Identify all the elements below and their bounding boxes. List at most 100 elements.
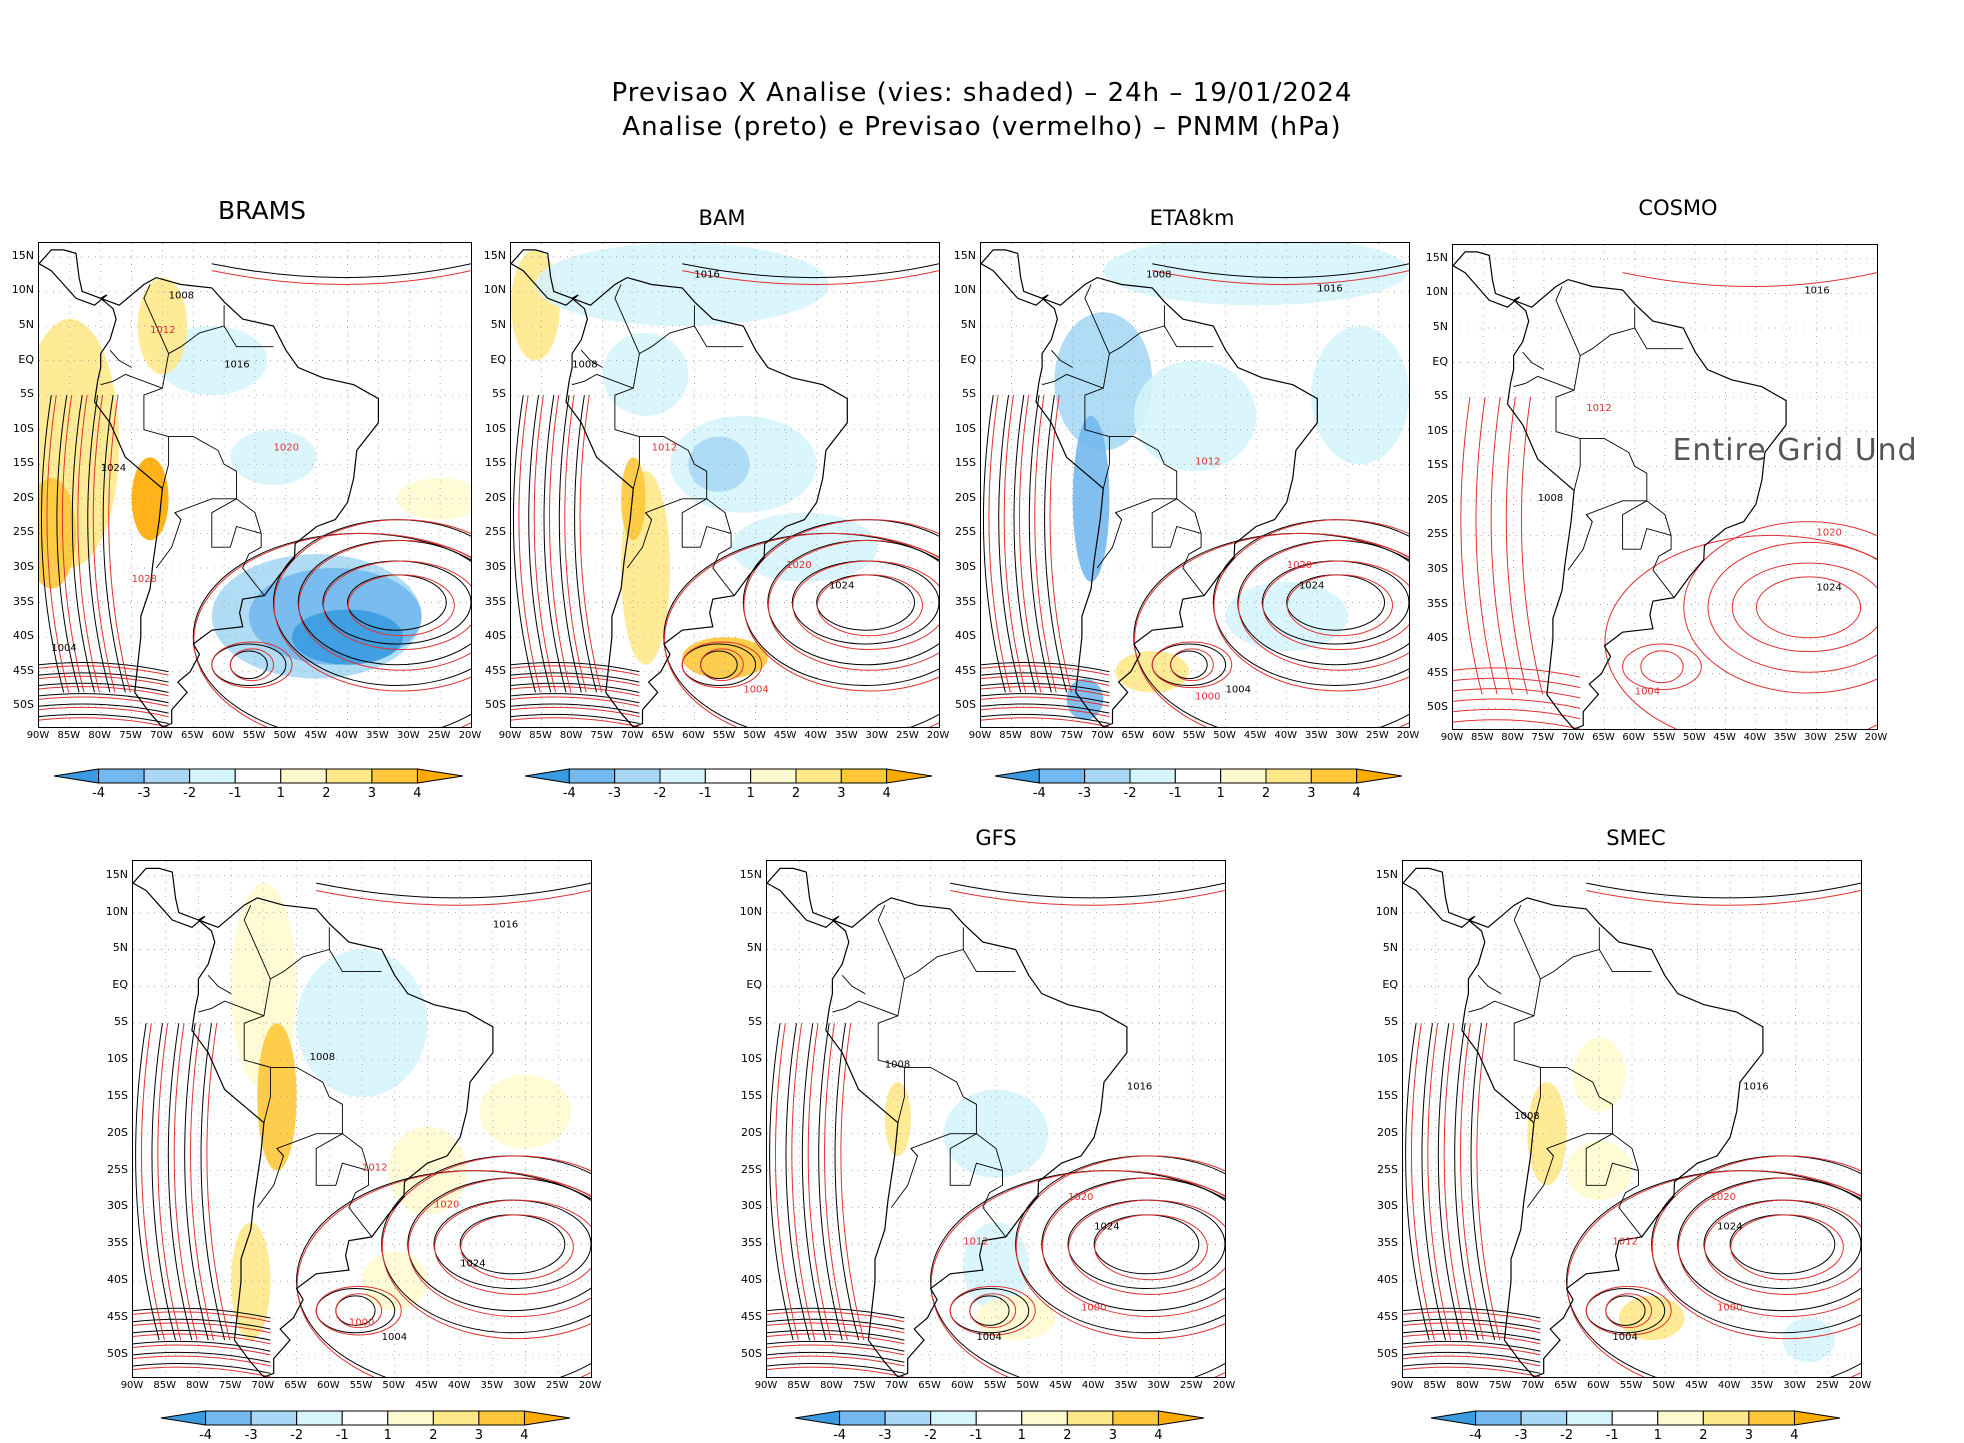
lon-tick-label: 60W [682, 730, 705, 741]
lat-tick-label: 35S [485, 594, 506, 608]
lat-tick-label: 15S [485, 456, 506, 470]
colorbar-segment [1021, 1410, 1068, 1426]
colorbar-label: 4 [1352, 786, 1361, 801]
colorbar-segment [280, 768, 327, 784]
lon-tick-label: 35W [1750, 1380, 1774, 1391]
lat-tick-label: 25S [13, 525, 34, 539]
lon-tick-label: 50W [1682, 732, 1706, 743]
colorbar-segment [160, 1410, 207, 1426]
lon-tick-label: 25W [427, 730, 451, 741]
colorbar-segment [387, 1410, 434, 1426]
colorbar-segment [1356, 768, 1403, 784]
lat-tick-label: 20S [485, 490, 506, 504]
lat-tick-label: 50S [13, 698, 34, 712]
isobar-label: 1012 [652, 442, 677, 453]
lon-tick-label: 55W [712, 730, 736, 741]
lon-tick-label: 30W [865, 730, 889, 741]
lon-tick-label: 70W [251, 1380, 275, 1391]
lat-tick-label: 30S [1377, 1199, 1398, 1213]
colorbar-segment [1084, 768, 1131, 784]
lat-tick-label: 15N [953, 248, 976, 262]
colorbar-label: 2 [791, 786, 801, 801]
lat-tick-label: 40S [1427, 631, 1448, 645]
colorbar-segment [1475, 1410, 1522, 1426]
lon-tick-label: 35W [1304, 730, 1328, 741]
lat-tick-label: 5N [18, 317, 34, 331]
lon-tick-label: 40W [1081, 1380, 1105, 1391]
colorbar-segment [1611, 1410, 1659, 1426]
lat-tick-label: 10S [955, 421, 976, 435]
lat-tick-label: EQ [18, 352, 34, 366]
lon-tick-label: 30W [1147, 1380, 1170, 1391]
lat-tick-label: 50S [1427, 700, 1448, 714]
colorbar-segment [1793, 1410, 1841, 1426]
lon-tick-label: 90W [1390, 1380, 1414, 1391]
colorbar-segment [478, 1410, 525, 1426]
lon-tick-label: 25W [1366, 730, 1389, 741]
coastline [1506, 278, 1787, 729]
lon-tick-label: 85W [1423, 1380, 1447, 1391]
lat-tick-label: 10N [483, 283, 506, 297]
map-canvas: 1008 1012 1016 1020 1024 1004 [511, 243, 939, 727]
lon-tick-label: 80W [1029, 730, 1053, 741]
lat-tick-label: 15S [1427, 458, 1448, 472]
map-frame: 1008 1012 1016 1020 1024 1004 [1452, 244, 1878, 730]
lat-tick-label: 15S [1377, 1088, 1398, 1102]
lon-tick-label: 35W [1773, 732, 1797, 743]
colorbar-label: 1 [276, 786, 285, 801]
panel-title: BRAMS [217, 196, 307, 225]
lat-tick-label: 15N [11, 248, 34, 262]
bias-shading [682, 637, 768, 679]
lon-tick-label: 85W [1470, 732, 1494, 743]
map-canvas: 1008 1012 1016 1020 1024 1000 1004 [981, 243, 1409, 727]
coastline [1035, 276, 1318, 727]
lon-tick-label: 50W [273, 730, 297, 741]
lat-tick-label: 45S [1377, 1310, 1398, 1324]
colorbar-segment [1129, 768, 1176, 784]
coastline [825, 897, 1128, 1377]
colorbar-segment [432, 1410, 480, 1426]
lon-tick-label: 35W [366, 730, 389, 741]
map-frame: 1008 1012 1016 1020 1024 1000 1004 [980, 242, 1410, 728]
bias-shading [257, 1023, 297, 1171]
map-canvas: 1008 1012 1016 1020 1024 1028 1004 [39, 243, 471, 727]
lon-tick-label: 25W [896, 730, 919, 741]
colorbar-segment [1112, 1410, 1159, 1426]
lat-tick-label: 10N [1425, 285, 1448, 299]
lon-tick-label: 60W [1622, 732, 1646, 743]
lat-tick-label: 10S [1377, 1052, 1398, 1066]
lon-tick-label: 90W [498, 730, 522, 741]
lon-tick-label: 50W [1652, 1380, 1676, 1391]
lat-tick-label: 20S [1427, 492, 1448, 506]
panel-title: BAM [698, 206, 746, 230]
lat-tick-label: 10N [11, 283, 34, 297]
lat-tick-label: 30S [107, 1199, 128, 1213]
colorbar-segment [750, 768, 797, 784]
lat-tick-label: 30S [741, 1199, 762, 1213]
lat-tick-label: 40S [955, 629, 976, 643]
colorbar-label: -4 [562, 786, 576, 801]
colorbar-segment [1220, 768, 1267, 784]
map-canvas: 1008 1012 1016 1020 1024 1004 [1453, 245, 1877, 729]
lon-tick-label: 45W [1049, 1380, 1072, 1391]
colorbar-segment [341, 1410, 389, 1426]
colorbar-segment [568, 768, 616, 784]
isobar-label: 1004 [976, 1332, 1001, 1343]
lat-tick-label: 15N [1425, 250, 1448, 264]
bias-shading [621, 457, 646, 541]
isobar-contours [1403, 882, 1861, 1377]
lon-tick-label: 50W [1213, 730, 1236, 741]
lon-tick-label: 85W [57, 730, 81, 741]
lat-tick-label: 25S [741, 1162, 762, 1176]
lat-tick-label: 50S [741, 1346, 762, 1360]
panel-title: ETA8km [1149, 206, 1235, 230]
lon-tick-label: 80W [1501, 732, 1524, 743]
lat-tick-label: 5S [20, 387, 34, 401]
colorbar-label: 4 [413, 786, 422, 801]
colorbar-segment [143, 768, 191, 784]
lat-tick-label: 30S [485, 559, 506, 573]
isobar-label: 1020 [434, 1199, 459, 1210]
lon-tick-label: 60W [211, 730, 235, 741]
colorbar-segment [53, 768, 100, 784]
lon-tick-label: 25W [1179, 1380, 1203, 1391]
